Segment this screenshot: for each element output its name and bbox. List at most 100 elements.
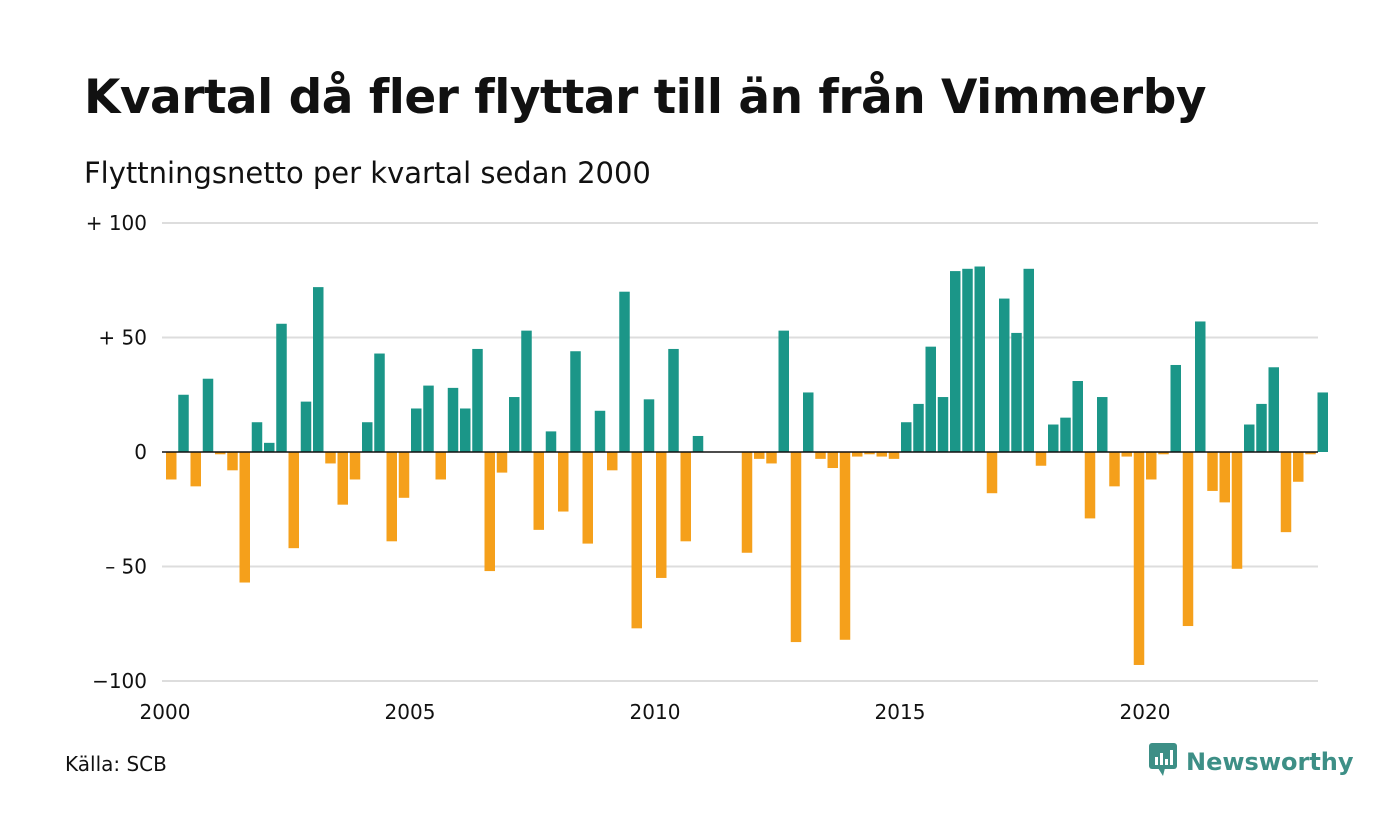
bar [827,452,838,469]
bar [962,268,973,452]
bar [901,422,912,452]
bar [533,452,544,530]
bar [839,452,851,640]
bar [239,452,250,583]
bar [766,452,777,464]
bar [1219,452,1230,503]
bar [1231,452,1243,569]
bar [202,378,214,452]
bar [423,385,434,452]
gridlines [162,222,1318,682]
bar [1121,452,1132,457]
bar [435,452,446,480]
bar [545,431,557,452]
bar [570,351,581,452]
bar [166,452,177,480]
bar [852,452,863,457]
bar [362,422,373,452]
bar [558,452,569,512]
bar [741,452,753,553]
brand-logo: Newsworthy [1148,742,1354,782]
bar [325,452,336,464]
y-tick-label: −100 [92,669,147,693]
bar [913,403,924,452]
bar [1097,397,1108,452]
y-tick-label: – 50 [105,555,147,579]
bar [264,442,275,452]
bar [790,452,802,643]
brand-name: Newsworthy [1186,748,1354,776]
bar [582,452,593,544]
bar [1280,452,1292,533]
bar [300,401,312,452]
bar [496,452,508,473]
x-tick-label: 2015 [875,700,926,724]
bar [1256,403,1267,452]
bar [313,287,324,452]
bar [1268,367,1279,452]
x-tick-label: 2005 [385,700,436,724]
y-tick-label: 0 [134,440,147,464]
bar [815,452,826,459]
bar [386,452,397,542]
bar [631,452,642,629]
bar [937,397,949,452]
bar [349,452,361,480]
bar [1072,381,1083,452]
bar [337,452,348,505]
bar [656,452,667,578]
chart-title: Kvartal då fler flyttar till än från Vim… [84,70,1207,125]
y-tick-label: + 50 [98,326,147,350]
bar [1023,268,1034,452]
bar [1170,364,1181,452]
bar [398,452,410,498]
bar [594,410,606,452]
bar [1048,424,1059,452]
bar [178,394,189,452]
bar [1207,452,1218,491]
bar [1317,392,1328,452]
bar [643,399,655,452]
bar [251,422,263,452]
bar [1293,452,1304,482]
bar [925,346,936,452]
y-tick-label: + 100 [86,211,147,235]
bar [1305,452,1316,455]
bar [680,452,691,542]
bar [484,452,495,572]
bar [974,266,985,452]
x-tick-label: 2020 [1120,700,1171,724]
bar [1133,452,1145,665]
bar [1060,417,1071,452]
bar [668,348,679,452]
bar [509,397,520,452]
source-note: Källa: SCB [65,752,167,776]
newsworthy-logo-icon [1148,742,1178,782]
bar [619,291,630,452]
bar [411,408,422,452]
bar [692,435,704,452]
bar [754,452,765,459]
bar [1158,452,1169,455]
x-tick-label: 2000 [140,700,191,724]
x-tick-label: 2010 [630,700,681,724]
bar [447,387,459,452]
bar [876,452,887,457]
bar [999,298,1010,452]
bar [607,452,618,471]
bar [1011,332,1022,452]
bar [803,392,814,452]
bar [1182,452,1194,627]
bar [374,353,385,452]
bar [1195,321,1206,452]
bar [1146,452,1157,480]
bar [521,330,532,452]
bar [460,408,471,452]
bar [472,348,483,452]
bar [288,452,299,549]
bar [1109,452,1120,487]
bar [190,452,201,487]
bar [215,452,226,455]
bar [864,452,875,455]
